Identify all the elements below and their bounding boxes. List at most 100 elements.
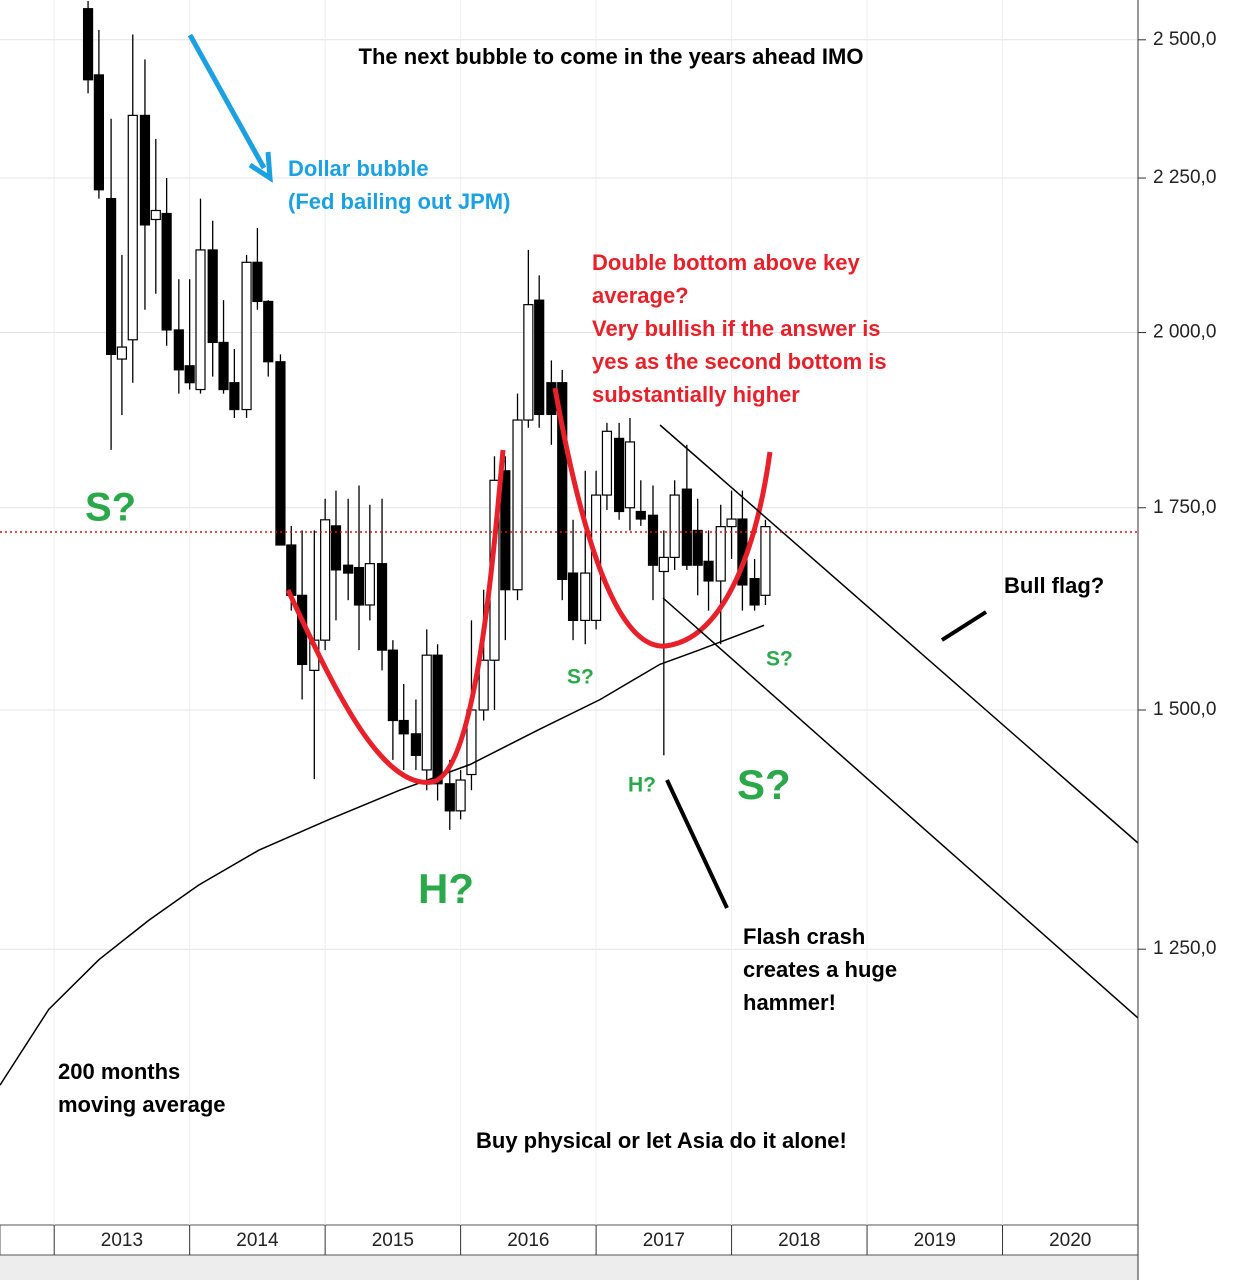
annotation: Flash crash bbox=[743, 924, 865, 949]
y-tick-label: 2 500,0 bbox=[1153, 29, 1216, 50]
bull-flag-mark bbox=[940, 610, 988, 642]
x-tick-label: 2013 bbox=[101, 1230, 143, 1251]
candle-body bbox=[444, 783, 455, 812]
candle-body bbox=[614, 437, 625, 513]
candle-body bbox=[692, 529, 703, 566]
pointer bbox=[665, 779, 729, 909]
trend-line bbox=[662, 597, 1139, 1019]
candle-body bbox=[669, 494, 680, 559]
candle-body bbox=[241, 261, 252, 411]
annotation: S? bbox=[766, 648, 793, 671]
annotation: Bull flag? bbox=[1004, 573, 1104, 598]
x-tick-label: 2015 bbox=[372, 1230, 414, 1251]
candle-body bbox=[275, 361, 286, 546]
candle-body bbox=[173, 329, 184, 371]
x-tick-label: 2018 bbox=[778, 1230, 820, 1251]
annotation: Very bullish if the answer is bbox=[592, 316, 881, 341]
candle-body bbox=[703, 560, 714, 582]
annotation: Buy physical or let Asia do it alone! bbox=[476, 1128, 847, 1153]
candle-body bbox=[421, 654, 432, 771]
candle-body bbox=[320, 519, 331, 641]
candle-body bbox=[353, 566, 365, 606]
y-tick-label: 2 000,0 bbox=[1153, 322, 1216, 343]
right-cup bbox=[552, 387, 773, 649]
y-tick-label: 2 250,0 bbox=[1153, 167, 1216, 188]
annotation: H? bbox=[418, 865, 474, 912]
candle-body bbox=[343, 564, 354, 574]
candle-body bbox=[624, 441, 636, 509]
x-tick-label: 2017 bbox=[643, 1230, 685, 1251]
candle-body bbox=[286, 544, 297, 596]
candle-body bbox=[150, 209, 161, 221]
x-tick-label: 2019 bbox=[914, 1230, 956, 1251]
footer-band bbox=[0, 1255, 1138, 1280]
candle-body bbox=[478, 659, 489, 711]
annotation: S? bbox=[567, 666, 594, 689]
candle-body bbox=[387, 649, 398, 722]
candle-body bbox=[749, 577, 760, 606]
y-tick-label: 1 750,0 bbox=[1153, 497, 1216, 518]
arrow-head bbox=[248, 151, 273, 183]
candle-body bbox=[252, 261, 263, 303]
annotation: H? bbox=[628, 774, 656, 797]
x-tick-label: 2014 bbox=[236, 1230, 279, 1251]
candle-body bbox=[601, 430, 613, 496]
trend-line bbox=[659, 424, 1139, 844]
candle-body bbox=[523, 304, 534, 421]
candle-body bbox=[376, 563, 388, 651]
annotation: yes as the second bottom is bbox=[592, 349, 887, 374]
candle-body bbox=[93, 74, 104, 191]
candle-body bbox=[557, 382, 568, 580]
candle-body bbox=[218, 341, 229, 391]
candle-body bbox=[161, 212, 172, 331]
candle-body bbox=[512, 419, 523, 591]
candle-body bbox=[330, 525, 342, 571]
annotation: moving average bbox=[58, 1092, 226, 1117]
annotation: S? bbox=[85, 486, 136, 530]
candle-body bbox=[726, 518, 737, 528]
candle-body bbox=[116, 346, 128, 360]
x-axis-band bbox=[0, 1224, 1139, 1256]
moving-average bbox=[0, 624, 765, 1086]
annotation: substantially higher bbox=[592, 382, 800, 407]
candle-body bbox=[647, 514, 659, 566]
arrow bbox=[187, 33, 267, 170]
candle-body bbox=[105, 197, 117, 355]
y-tick-label: 1 250,0 bbox=[1153, 938, 1216, 959]
x-tick-label: 2020 bbox=[1049, 1230, 1091, 1251]
left-cup bbox=[285, 449, 506, 785]
candle-body bbox=[184, 365, 195, 384]
candle-body bbox=[658, 556, 669, 573]
candle-body bbox=[127, 114, 138, 341]
candle-body bbox=[229, 382, 240, 411]
candle-body bbox=[760, 526, 771, 596]
candle-body bbox=[263, 300, 274, 363]
annotation: 200 months bbox=[58, 1059, 180, 1084]
annotation: creates a huge bbox=[743, 957, 897, 982]
candle-body bbox=[398, 719, 409, 735]
annotation: (Fed bailing out JPM) bbox=[288, 189, 510, 214]
candle-body bbox=[715, 526, 726, 582]
annotation: hammer! bbox=[743, 990, 836, 1015]
candle-body bbox=[534, 299, 545, 416]
candle-body bbox=[635, 510, 646, 520]
candle-body bbox=[207, 249, 218, 344]
candle-body bbox=[410, 733, 422, 756]
candle-body bbox=[567, 572, 579, 622]
candle-body bbox=[139, 114, 151, 226]
annotation: Dollar bubble bbox=[288, 156, 429, 181]
marks bbox=[0, 1, 771, 1086]
candle-body bbox=[364, 563, 375, 606]
candle-body bbox=[195, 249, 206, 391]
y-tick-label: 1 500,0 bbox=[1153, 699, 1216, 720]
chart-title: The next bubble to come in the years ahe… bbox=[359, 44, 864, 69]
candle-body bbox=[82, 8, 94, 81]
candle-body bbox=[500, 470, 511, 591]
candle-body bbox=[432, 654, 443, 785]
annotation: Double bottom above key bbox=[592, 250, 860, 275]
candle-body bbox=[681, 488, 692, 566]
candle-body bbox=[455, 779, 466, 812]
annotation: S? bbox=[737, 761, 791, 808]
